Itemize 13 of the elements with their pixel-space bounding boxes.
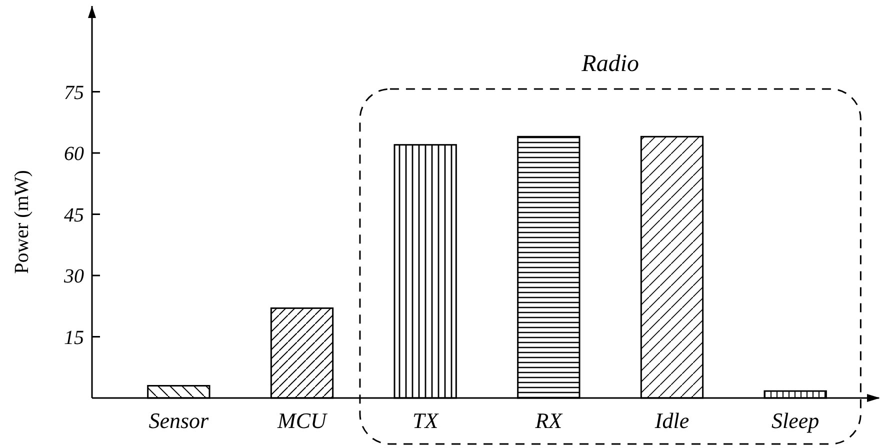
x-tick-label: Sensor [148, 408, 210, 433]
annotation: Radio [580, 51, 639, 77]
x-tick-label: TX [412, 408, 440, 433]
y-tick-label: 15 [64, 326, 84, 349]
y-tick-label: 60 [64, 143, 84, 165]
y-tick-label: 30 [63, 266, 84, 288]
y-axis-title: Power (mW) [11, 170, 33, 274]
x-tick-label: Sleep [772, 408, 820, 433]
x-tick-label: MCU [276, 408, 329, 433]
y-tick-label: 75 [64, 82, 84, 104]
x-tick-label: Idle [654, 408, 690, 433]
x-tick-label: RX [534, 408, 564, 433]
y-tick-label: 45 [64, 204, 84, 226]
